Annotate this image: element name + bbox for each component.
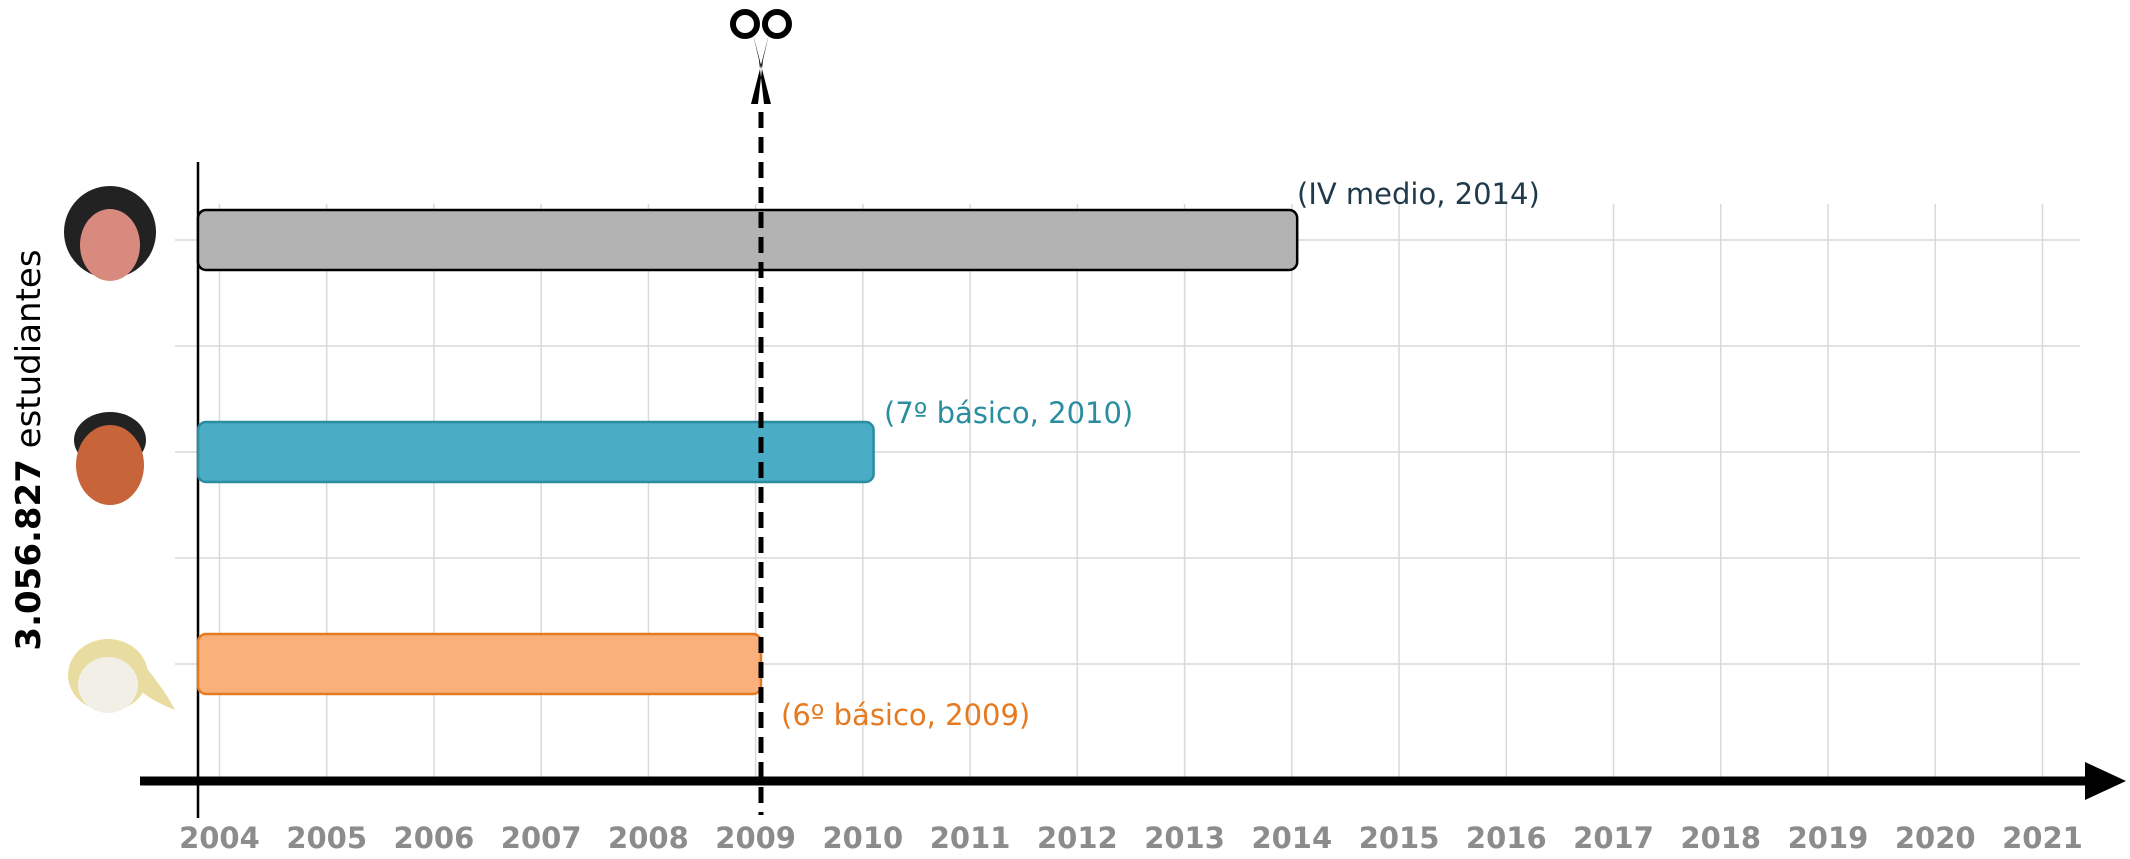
x-tick-label: 2018	[1680, 821, 1761, 855]
x-tick-label: 2008	[608, 821, 689, 855]
y-label-count: 3.056.827	[9, 459, 49, 650]
bar	[196, 208, 1299, 272]
scissors-blades	[750, 34, 771, 104]
x-tick-label: 2013	[1144, 821, 1225, 855]
avatar-2	[74, 412, 146, 505]
bar	[196, 632, 763, 696]
avatar-3	[68, 639, 175, 713]
bar-label: (6º básico, 2009)	[781, 698, 1030, 732]
x-tick-label: 2016	[1466, 821, 1547, 855]
x-tick-label: 2006	[394, 821, 475, 855]
x-tick-label: 2014	[1251, 821, 1332, 855]
x-tick-label: 2004	[179, 821, 260, 855]
x-tick-label: 2017	[1573, 821, 1654, 855]
y-label-unit: estudiantes	[9, 249, 49, 448]
x-tick-label: 2005	[286, 821, 367, 855]
avatar-1	[64, 186, 156, 281]
x-tick-label: 2019	[1788, 821, 1869, 855]
x-tick-label: 2009	[715, 821, 796, 855]
bar-label: (IV medio, 2014)	[1297, 177, 1540, 211]
x-tick-label: 2011	[930, 821, 1011, 855]
x-tick-label: 2010	[823, 821, 904, 855]
scissors-ring	[729, 9, 760, 39]
x-tick-label: 2015	[1359, 821, 1440, 855]
x-tick-label: 2020	[1895, 821, 1976, 855]
y-axis-label: 3.056.827 estudiantes	[9, 249, 49, 650]
x-axis-arrow	[2085, 762, 2126, 800]
x-tick-label: 2012	[1037, 821, 1118, 855]
scissors-icon	[729, 9, 792, 104]
bar-label: (7º básico, 2010)	[884, 396, 1133, 430]
x-tick-label: 2021	[2002, 821, 2083, 855]
bar	[196, 420, 875, 484]
x-tick-label: 2007	[501, 821, 582, 855]
scissors-ring	[761, 9, 792, 39]
